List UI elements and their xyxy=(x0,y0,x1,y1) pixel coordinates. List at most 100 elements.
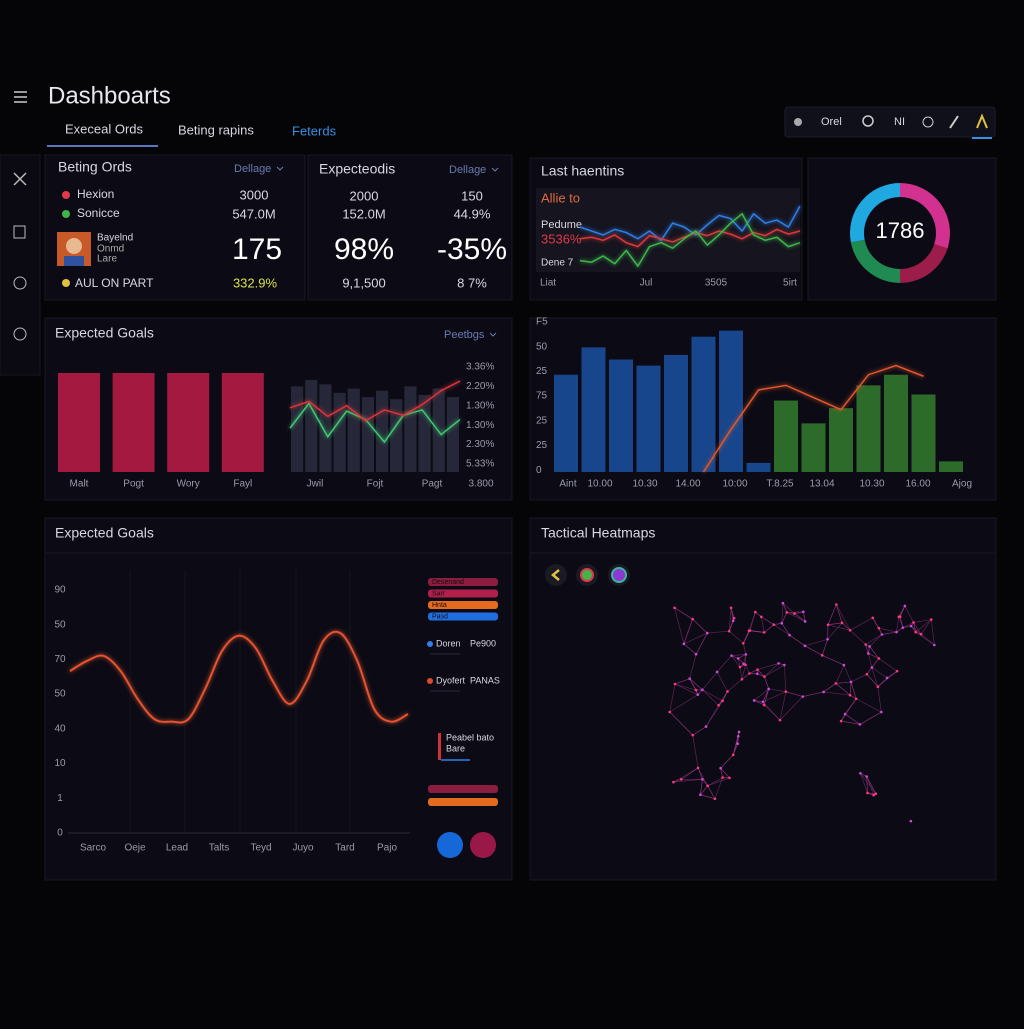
map-node xyxy=(733,617,736,620)
axis-label: 50 xyxy=(536,341,548,352)
panel-title: Last haentins xyxy=(541,163,624,179)
map-node xyxy=(802,695,805,698)
map-node xyxy=(850,681,853,684)
axis-label: Lead xyxy=(166,843,188,854)
filter[interactable]: Peetbgs xyxy=(444,329,485,341)
map-node xyxy=(683,643,686,646)
axis-label: Tard xyxy=(335,843,354,854)
bar xyxy=(829,408,853,472)
map-node xyxy=(741,678,744,681)
axis-label: Aint xyxy=(559,479,576,490)
bar xyxy=(222,373,264,472)
map-node xyxy=(910,625,913,628)
bar xyxy=(348,389,360,472)
tab[interactable]: Feterds xyxy=(292,123,337,138)
map-node xyxy=(763,704,766,707)
map-node xyxy=(779,719,782,722)
axis-label: 25 xyxy=(536,366,548,377)
axis-label: T.8.25 xyxy=(766,479,794,490)
panel-title: Expected Goals xyxy=(55,325,154,341)
toolbar-label[interactable]: NI xyxy=(894,116,905,128)
note-text: Bare xyxy=(446,743,465,753)
axis-label: Teyd xyxy=(250,843,271,854)
status-dot xyxy=(62,279,70,287)
bar xyxy=(376,391,388,472)
bar xyxy=(582,347,606,472)
map-node xyxy=(793,612,796,615)
bar xyxy=(390,399,402,472)
map-node xyxy=(691,734,694,737)
map-node xyxy=(753,699,756,702)
x-tick-label: Pogt xyxy=(123,479,144,490)
tab[interactable]: Beting rapins xyxy=(178,122,254,137)
note-text: Peabel bato xyxy=(446,732,494,742)
axis-label: 3505 xyxy=(705,278,728,289)
map-node xyxy=(737,735,740,738)
map-node xyxy=(742,642,745,645)
map-node xyxy=(843,664,846,667)
page-title: Dashboarts xyxy=(48,82,171,109)
axis-label: 13.04 xyxy=(809,479,834,490)
bar xyxy=(857,385,881,472)
map-node xyxy=(701,689,704,692)
map-node xyxy=(835,603,838,606)
chart-label: Allie to xyxy=(541,190,580,205)
chart-label: Pedume xyxy=(541,219,582,231)
map-node xyxy=(767,688,770,691)
map-node xyxy=(871,617,874,620)
user-icon[interactable] xyxy=(794,118,802,126)
map-node xyxy=(859,723,862,726)
map-node xyxy=(866,673,869,676)
map-node xyxy=(849,694,852,697)
map-node xyxy=(706,785,709,788)
filter[interactable]: Dellage xyxy=(234,163,271,175)
axis-label: 10.00 xyxy=(587,479,612,490)
map-icon[interactable] xyxy=(545,564,567,586)
row-label: Sonicce xyxy=(77,206,120,220)
tab[interactable]: Execeal Ords xyxy=(65,121,144,136)
legend-label: Pasd xyxy=(432,613,448,620)
map-node xyxy=(835,682,838,685)
panel xyxy=(530,518,996,880)
map-node xyxy=(680,778,683,781)
map-node xyxy=(745,653,748,656)
status-dot xyxy=(62,210,70,218)
map-node xyxy=(728,777,731,780)
legend-label: Hnta xyxy=(432,602,447,609)
filter[interactable]: Dellage xyxy=(449,164,486,176)
axis-label: 10.30 xyxy=(632,479,657,490)
map-node xyxy=(841,622,844,625)
map-icon-glyph xyxy=(612,568,626,582)
bar xyxy=(637,366,661,472)
axis-label: 3.36% xyxy=(466,362,494,373)
map-node xyxy=(728,630,731,633)
toolbar-label[interactable]: Orel xyxy=(821,116,842,128)
map-node xyxy=(912,621,915,624)
axis-label: 25 xyxy=(536,440,548,451)
legend-bar xyxy=(428,785,498,793)
axis-label: 2.30% xyxy=(466,439,494,450)
map-node xyxy=(886,677,889,680)
cell-value: 2000 xyxy=(350,188,379,203)
axis-label: 25 xyxy=(536,415,548,426)
map-node xyxy=(804,645,807,648)
panel-title: Expecteodis xyxy=(319,161,395,177)
axis-label: 0 xyxy=(57,828,63,839)
axis-label: Sarco xyxy=(80,843,107,854)
axis-label: 50 xyxy=(54,619,66,630)
map-node xyxy=(714,797,717,800)
map-node xyxy=(673,607,676,610)
bar xyxy=(362,397,374,472)
map-node xyxy=(730,654,733,657)
map-node xyxy=(691,618,694,621)
map-node xyxy=(756,672,759,675)
axis-label: 90 xyxy=(54,585,66,596)
map-node xyxy=(726,690,729,693)
map-node xyxy=(933,644,936,647)
map-node xyxy=(899,615,902,618)
axis-label: 10.30 xyxy=(859,479,884,490)
axis-label: 0 xyxy=(536,465,542,476)
bar xyxy=(113,373,155,472)
map-node xyxy=(840,720,843,723)
map-node xyxy=(881,633,884,636)
